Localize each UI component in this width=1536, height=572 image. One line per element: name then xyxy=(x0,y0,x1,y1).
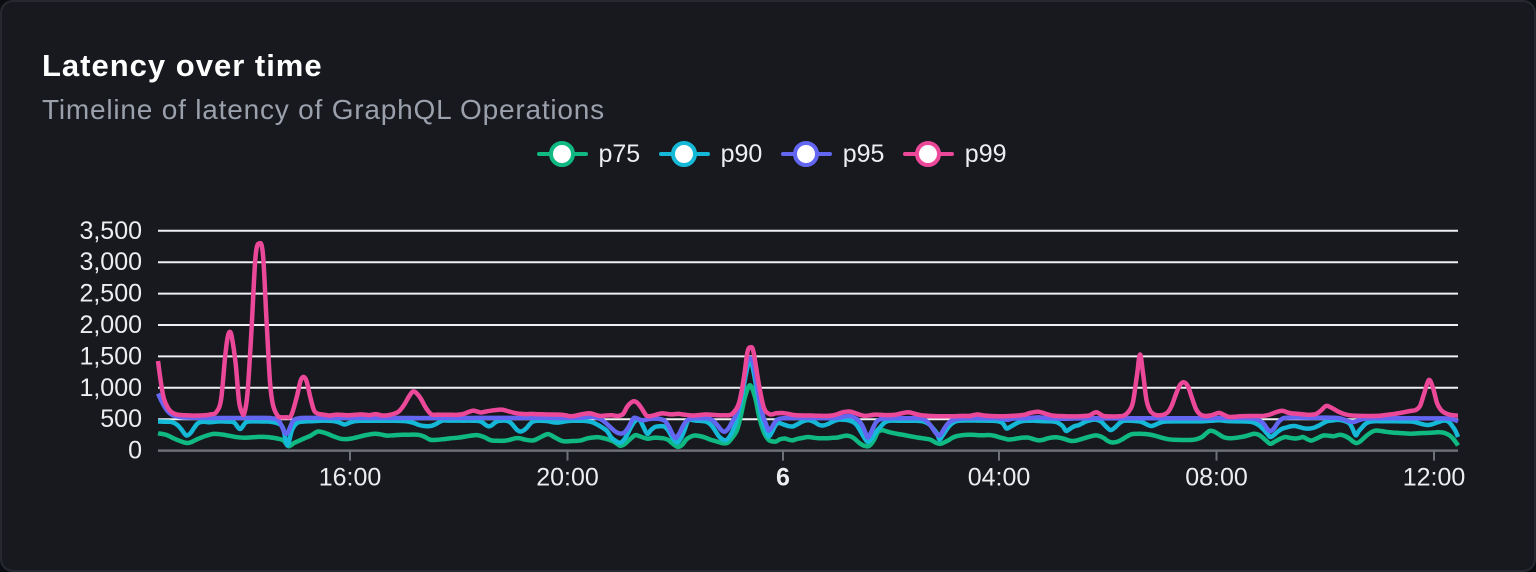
svg-text:2,000: 2,000 xyxy=(79,311,142,339)
svg-text:08:00: 08:00 xyxy=(1185,464,1248,492)
svg-text:6: 6 xyxy=(776,464,790,492)
svg-text:12:00: 12:00 xyxy=(1403,464,1466,492)
svg-text:1,500: 1,500 xyxy=(79,342,142,370)
svg-text:20:00: 20:00 xyxy=(536,464,599,492)
svg-text:3,000: 3,000 xyxy=(79,248,142,276)
svg-text:16:00: 16:00 xyxy=(319,464,382,492)
svg-text:2,500: 2,500 xyxy=(79,280,142,308)
svg-text:04:00: 04:00 xyxy=(968,464,1031,492)
svg-text:3,500: 3,500 xyxy=(79,217,142,245)
svg-text:0: 0 xyxy=(128,437,142,465)
svg-text:1,000: 1,000 xyxy=(79,374,142,402)
svg-text:500: 500 xyxy=(100,405,142,433)
